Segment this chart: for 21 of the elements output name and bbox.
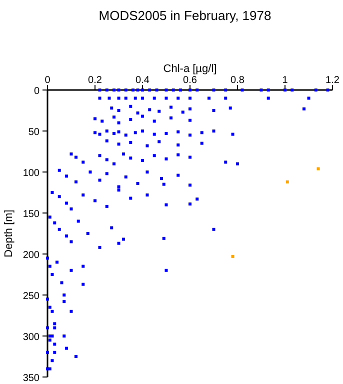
y-tick-label: 250 bbox=[22, 291, 40, 302]
point bbox=[286, 180, 289, 184]
y-tick-label: 50 bbox=[28, 127, 40, 138]
y-tick-label: 0 bbox=[34, 86, 40, 97]
x-tick-label: 0.6 bbox=[183, 75, 198, 86]
point bbox=[231, 254, 234, 258]
x-tick-label: 1.2 bbox=[326, 75, 340, 86]
y-tick-label: 200 bbox=[22, 250, 40, 261]
x-axis-title: Chl-a [µg/l] bbox=[163, 63, 217, 75]
y-tick-label: 100 bbox=[22, 168, 40, 179]
y-tick-label: 350 bbox=[22, 373, 40, 384]
x-tick-label: 0 bbox=[44, 75, 51, 86]
x-tick-label: 0.4 bbox=[136, 75, 150, 86]
x-tick-label: 0.8 bbox=[230, 75, 245, 86]
y-tick-label: 150 bbox=[22, 209, 40, 220]
point bbox=[316, 167, 320, 170]
x-tick-label: 0.2 bbox=[88, 75, 102, 86]
chart-title: MODS2005 in February, 1978 bbox=[98, 8, 272, 23]
y-tick-label: 300 bbox=[22, 332, 40, 343]
x-tick-label: 1 bbox=[282, 75, 288, 86]
y-axis-title: Depth [m] bbox=[3, 210, 15, 258]
